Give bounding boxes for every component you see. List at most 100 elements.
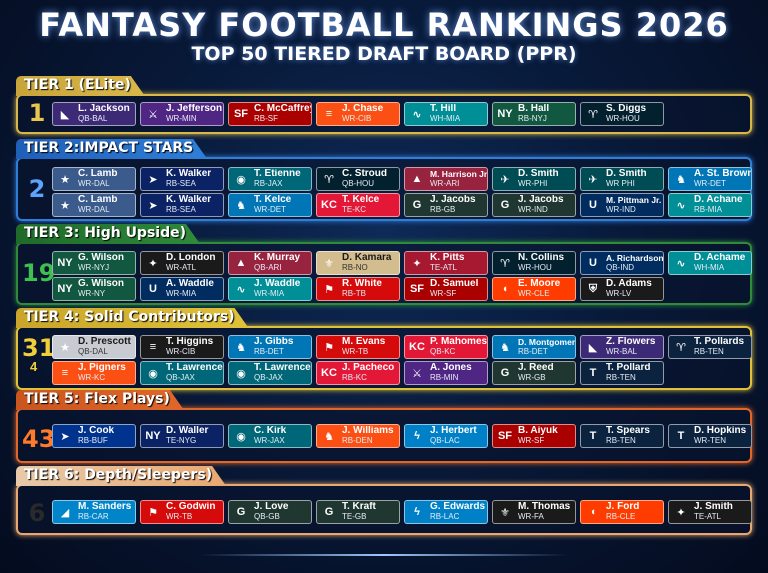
player-card[interactable]: ♈ T. Pollards RB-TEN	[668, 335, 752, 359]
bull-icon: ♈	[676, 341, 686, 354]
player-card[interactable]: ★ D. Prescott QB-DAL	[52, 335, 136, 359]
player-card[interactable]: ⚑ C. Godwin WR-TB	[140, 500, 224, 524]
player-info: J. Herbert QB-LAC	[429, 426, 487, 446]
player-name: J. Jefferson	[166, 104, 223, 114]
player-card[interactable]: ϟ G. Edwards RB-LAC	[404, 500, 488, 524]
player-card[interactable]: ◖ J. Ford RB-CLE	[580, 500, 664, 524]
player-card[interactable]: KC P. Mahomes QB-KC	[404, 335, 488, 359]
player-card[interactable]: ♈ N. Collins WR-HOU	[492, 251, 576, 275]
player-card[interactable]: T T. Spears RB-TEN	[580, 424, 664, 448]
player-card[interactable]: ▲ M. Harrison Jr. WR-ARI	[404, 167, 488, 191]
player-card[interactable]: ♞ A. St. Brown WR-DET	[668, 167, 752, 191]
player-info: D. Prescott QB-DAL	[77, 337, 135, 357]
jets-logo-icon: NY	[57, 283, 73, 295]
player-card[interactable]: G J. Love QB-GB	[228, 500, 312, 524]
player-card[interactable]: U M. Pittman Jr. WR-IND	[580, 193, 664, 217]
player-card[interactable]: ✈ D. Smith WR PHI	[580, 167, 664, 191]
helmet-icon: ◖	[589, 506, 597, 518]
player-card[interactable]: ⚔ A. Jones RB-MIN	[404, 361, 488, 385]
player-info: B. Aiyuk WR-SF	[517, 426, 575, 446]
player-card[interactable]: KC J. Pacheco RB-KC	[316, 361, 400, 385]
player-info: D. Achame WH-MIA	[693, 253, 751, 273]
player-card[interactable]: ◉ T. Lawrence QB-JAX	[140, 361, 224, 385]
player-card[interactable]: NY B. Hall RB-NYJ	[492, 102, 576, 126]
player-card[interactable]: T D. Hopkins WR-TEN	[668, 424, 752, 448]
player-card[interactable]: U A. Waddle WR-MIA	[140, 277, 224, 301]
raven-icon: ◣	[60, 108, 70, 121]
tier-1-row: ◣ L. Jackson QB-BAL ⚔ J. Jefferson WR-MIN SF C.…	[52, 102, 664, 126]
player-card[interactable]: ∿ T. Hill WH-MIA	[404, 102, 488, 126]
player-card[interactable]: ∿ D. Achame WH-MIA	[668, 251, 752, 275]
player-position-team: WR-TEN	[694, 436, 726, 445]
player-position-team: WR-SF	[518, 436, 545, 445]
player-card[interactable]: ◣ Z. Flowers WR-BAL	[580, 335, 664, 359]
player-card[interactable]: SF C. McCaffrey RB-SF	[228, 102, 312, 126]
tier-6-row: ◢ M. Sanders RB-CAR ⚑ C. Godwin WR-TB G J. Love…	[52, 500, 752, 524]
player-card[interactable]: ≡ J. Pigners WR-KC	[52, 361, 136, 385]
player-card[interactable]: ◉ T. Etienne RB-JAX	[228, 167, 312, 191]
player-card[interactable]: SF D. Samuel WR-SF	[404, 277, 488, 301]
player-card[interactable]: ➤ K. Walker RB-SEA	[140, 167, 224, 191]
player-card[interactable]: NY G. Wilson WR-NY	[52, 277, 136, 301]
player-card[interactable]: U A. Richardson QB-IND	[580, 251, 664, 275]
player-name: T. Kelce	[254, 195, 292, 205]
player-card[interactable]: G T. Kraft TE-GB	[316, 500, 400, 524]
player-card[interactable]: ⛨ D. Adams WR-LV	[580, 277, 664, 301]
jaguar-icon: ◉	[236, 367, 246, 380]
player-card[interactable]: KC T. Kelce TE-KC	[316, 193, 400, 217]
player-name: A. St. Brown	[694, 169, 751, 179]
player-position-team: RB-DET	[254, 347, 284, 356]
player-card[interactable]: ∿ D. Achane RB-MIA	[668, 193, 752, 217]
player-name: C. Kirk	[254, 426, 287, 436]
dolphin-icon: ∿	[236, 283, 246, 296]
player-card[interactable]: ≡ J. Chase WR-CIB	[316, 102, 400, 126]
player-position-team: WR-IND	[606, 205, 636, 214]
player-card[interactable]: ▲ K. Murray QB-ARI	[228, 251, 312, 275]
player-card[interactable]: SF B. Aiyuk WR-SF	[492, 424, 576, 448]
player-card[interactable]: ⚑ R. White RB-TB	[316, 277, 400, 301]
player-position-team: WR PHI	[606, 179, 635, 188]
player-position-team: WR-CIB	[342, 114, 372, 123]
player-name: M. Harrison Jr.	[430, 169, 487, 179]
player-card[interactable]: ♈ C. Stroud QB-HOU	[316, 167, 400, 191]
player-card[interactable]: ◢ M. Sanders RB-CAR	[52, 500, 136, 524]
player-card[interactable]: ★ C. Lamb WR-DAL	[52, 167, 136, 191]
player-card[interactable]: ✦ K. Pitts TE-ATL	[404, 251, 488, 275]
player-card[interactable]: ➤ J. Cook RB-BUF	[52, 424, 136, 448]
player-card[interactable]: G J. Jacobs WR-IND	[492, 193, 576, 217]
player-card[interactable]: G J. Jacobs RB-GB	[404, 193, 488, 217]
player-card[interactable]: ✦ D. London WR-ATL	[140, 251, 224, 275]
player-card[interactable]: ♈ S. Diggs WR-HOU	[580, 102, 664, 126]
player-position-team: WR-KC	[78, 373, 106, 382]
player-card[interactable]: ➤ K. Walker RB-SEA	[140, 193, 224, 217]
player-card[interactable]: G J. Reed WR-GB	[492, 361, 576, 385]
player-card[interactable]: ∿ J. Waddle WR-MIA	[228, 277, 312, 301]
player-card[interactable]: ⚜ D. Kamara RB-NO	[316, 251, 400, 275]
player-card[interactable]: ◣ L. Jackson QB-BAL	[52, 102, 136, 126]
player-card[interactable]: ⚑ M. Evans WR-TB	[316, 335, 400, 359]
player-name: J. Jacobs	[430, 195, 476, 205]
player-card[interactable]: ♞ J. Gibbs RB-DET	[228, 335, 312, 359]
player-card[interactable]: ◉ T. Lawrence QB-JAX	[228, 361, 312, 385]
player-card[interactable]: ⚔ J. Jefferson WR-MIN	[140, 102, 224, 126]
player-position-team: QB-GB	[254, 512, 280, 521]
player-card[interactable]: ♞ D. Montgomery RB-DET	[492, 335, 576, 359]
player-name: J. Waddle	[254, 279, 301, 289]
player-card[interactable]: ♞ T. Kelce WR-DET	[228, 193, 312, 217]
player-card[interactable]: ✈ D. Smith WR-PHI	[492, 167, 576, 191]
player-card[interactable]: ⚜ M. Thomas WR-FA	[492, 500, 576, 524]
player-card[interactable]: ◉ C. Kirk WR-JAX	[228, 424, 312, 448]
player-card[interactable]: ♞ J. Williams RB-DEN	[316, 424, 400, 448]
player-card[interactable]: ≡ T. Higgins WR-CIB	[140, 335, 224, 359]
player-card[interactable]: ★ C. Lamb WR-DAL	[52, 193, 136, 217]
player-position-team: WR-NYJ	[78, 263, 110, 272]
player-card[interactable]: ◖ E. Moore WR-CLE	[492, 277, 576, 301]
player-card[interactable]: NY D. Waller TE-NYG	[140, 424, 224, 448]
player-card[interactable]: T T. Pollard RB-TEN	[580, 361, 664, 385]
player-name: T. Higgins	[166, 337, 214, 347]
player-info: J. Pacheco RB-KC	[341, 363, 399, 383]
player-card[interactable]: ✦ J. Smith TE-ATL	[668, 500, 752, 524]
player-position-team: QB-ARI	[254, 263, 282, 272]
player-card[interactable]: ϟ J. Herbert QB-LAC	[404, 424, 488, 448]
player-card[interactable]: NY G. Wilson WR-NYJ	[52, 251, 136, 275]
